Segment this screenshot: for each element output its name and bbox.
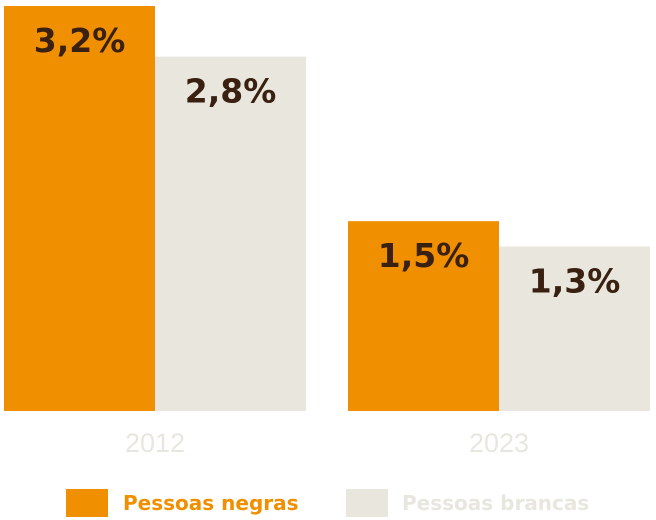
category-labels-layer: 2012 2023 [125, 428, 529, 458]
value-labels-layer: 3,2% 2,8% 1,5% 1,3% [34, 21, 621, 300]
value-label-pessoas-brancas-2023: 1,3% [529, 261, 621, 300]
bar-pessoas-negras-2023 [348, 221, 499, 411]
bar-pessoas-brancas-2023 [499, 246, 650, 411]
value-label-pessoas-brancas-2012: 2,8% [185, 72, 277, 111]
legend-label-pessoas-negras: Pessoas negras [123, 491, 299, 515]
legend-swatch-pessoas-brancas [346, 489, 388, 517]
bars-layer [4, 6, 650, 411]
legend: Pessoas negras Pessoas brancas [66, 489, 589, 517]
value-label-pessoas-negras-2023: 1,5% [378, 236, 470, 275]
category-label-2012: 2012 [125, 428, 185, 458]
category-label-2023: 2023 [469, 428, 529, 458]
legend-swatch-pessoas-negras [66, 489, 108, 517]
bar-pessoas-brancas-2012 [155, 56, 306, 411]
bar-pessoas-negras-2012 [4, 6, 155, 411]
value-label-pessoas-negras-2012: 3,2% [34, 21, 126, 60]
legend-label-pessoas-brancas: Pessoas brancas [402, 491, 589, 515]
